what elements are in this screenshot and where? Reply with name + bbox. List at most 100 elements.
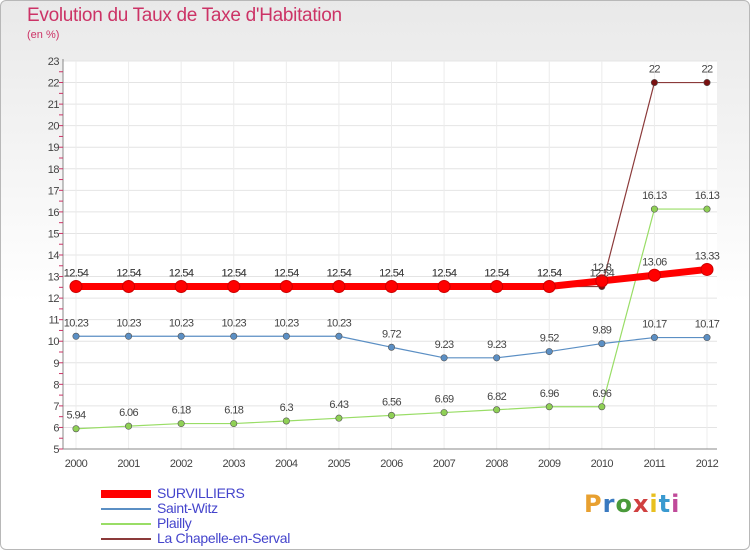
- data-label-plailly: 6.82: [487, 391, 506, 403]
- data-label-plailly: 6.96: [592, 388, 611, 400]
- data-point-survilliers: [69, 279, 83, 293]
- data-label-survilliers: 12.54: [327, 267, 352, 279]
- data-label-saint-witz: 9.23: [435, 339, 454, 351]
- legend-item-saint-witz: Saint-Witz: [101, 500, 361, 518]
- data-label-la-chapelle-en-serval: 12.54: [327, 267, 352, 279]
- data-point-saint-witz: [282, 332, 290, 340]
- data-label-survilliers: 12.8: [592, 262, 611, 274]
- y-tick-label: 9: [53, 358, 59, 370]
- x-tick-label: 2009: [538, 458, 561, 470]
- data-label-la-chapelle-en-serval: 12.54: [484, 267, 509, 279]
- y-tick-label: 11: [49, 315, 60, 327]
- data-label-plailly: 6.06: [119, 407, 138, 419]
- y-tick-label: 21: [48, 99, 60, 111]
- y-tick-label: 5: [53, 444, 59, 456]
- data-label-saint-witz: 10.23: [169, 317, 194, 329]
- x-tick-label: 2010: [591, 458, 614, 470]
- data-point-plailly: [335, 414, 343, 422]
- y-tick-label: 20: [48, 121, 60, 133]
- data-label-plailly: 6.43: [329, 399, 348, 411]
- data-point-plailly: [230, 420, 238, 428]
- x-tick-label: 2002: [170, 458, 193, 470]
- y-tick-label: 8: [53, 379, 59, 391]
- data-point-saint-witz: [72, 332, 80, 340]
- data-label-plailly: 16.13: [695, 190, 720, 202]
- data-point-survilliers: [437, 279, 451, 293]
- data-point-la-chapelle-en-serval: [650, 79, 658, 87]
- data-label-survilliers: 13.06: [642, 256, 667, 268]
- data-point-survilliers: [385, 279, 398, 293]
- x-tick-label: 2008: [485, 458, 508, 470]
- chart-title: Evolution du Taux de Taxe d'Habitation: [27, 5, 342, 26]
- x-tick-label: 2012: [696, 458, 719, 470]
- data-label-la-chapelle-en-serval: 12.54: [116, 267, 141, 279]
- data-label-survilliers: 12.54: [221, 267, 246, 279]
- data-label-la-chapelle-en-serval: 12.54: [379, 267, 404, 279]
- data-label-plailly: 6.3: [280, 402, 294, 414]
- data-point-saint-witz: [493, 354, 501, 362]
- data-point-survilliers: [490, 279, 504, 293]
- data-label-survilliers: 12.54: [484, 267, 509, 279]
- data-label-saint-witz: 10.17: [695, 319, 720, 331]
- legend-swatch: [101, 490, 151, 498]
- data-label-saint-witz: 10.23: [327, 317, 352, 329]
- data-label-saint-witz: 9.89: [592, 325, 611, 337]
- data-point-plailly: [545, 403, 553, 411]
- data-label-saint-witz: 9.52: [540, 333, 559, 345]
- data-point-plailly: [440, 409, 448, 417]
- data-label-survilliers: 12.54: [432, 267, 457, 279]
- data-label-saint-witz: 10.23: [221, 317, 246, 329]
- data-point-survilliers: [332, 279, 346, 293]
- data-label-survilliers: 12.54: [379, 267, 404, 279]
- data-point-survilliers: [542, 279, 556, 293]
- proxiti-logo: Proxiti: [584, 490, 681, 518]
- data-point-plailly: [177, 420, 185, 428]
- data-label-plailly: 16.13: [642, 190, 667, 202]
- data-label-survilliers: 12.54: [274, 267, 299, 279]
- data-point-saint-witz: [440, 354, 448, 362]
- data-point-saint-witz: [125, 332, 133, 340]
- data-point-plailly: [387, 411, 395, 419]
- data-point-saint-witz: [650, 334, 658, 342]
- data-label-plailly: 6.96: [540, 388, 559, 400]
- y-tick-label: 23: [48, 56, 60, 68]
- x-tick-label: 2011: [644, 458, 666, 470]
- data-label-saint-witz: 10.23: [274, 317, 299, 329]
- data-point-saint-witz: [177, 332, 185, 340]
- data-point-saint-witz: [387, 343, 395, 351]
- data-label-la-chapelle-en-serval: 12.54: [432, 267, 457, 279]
- x-tick-label: 2007: [433, 458, 456, 470]
- data-label-saint-witz: 10.17: [642, 319, 667, 331]
- x-tick-label: 2005: [328, 458, 351, 470]
- y-tick-label: 22: [48, 78, 60, 90]
- x-tick-label: 2004: [275, 458, 298, 470]
- data-label-survilliers: 12.54: [64, 267, 89, 279]
- data-point-plailly: [125, 422, 133, 430]
- legend-item-la-chapelle-en-serval: La Chapelle-en-Serval: [101, 530, 361, 548]
- x-tick-label: 2000: [65, 458, 88, 470]
- data-label-la-chapelle-en-serval: 12.54: [590, 267, 615, 279]
- data-point-survilliers: [595, 274, 609, 288]
- data-point-plailly: [650, 205, 658, 213]
- y-tick-label: 17: [48, 185, 60, 197]
- data-point-plailly: [703, 205, 711, 213]
- legend-label: Plailly: [157, 515, 192, 531]
- data-label-la-chapelle-en-serval: 12.54: [537, 267, 562, 279]
- legend-swatch: [101, 523, 151, 525]
- y-tick-label: 6: [53, 422, 59, 434]
- data-point-survilliers: [279, 279, 293, 293]
- data-point-plailly: [282, 417, 290, 425]
- data-label-la-chapelle-en-serval: 22: [701, 64, 713, 76]
- y-tick-label: 16: [48, 207, 60, 219]
- data-point-survilliers: [174, 279, 188, 293]
- data-label-plailly: 6.18: [172, 405, 191, 417]
- data-point-plailly: [598, 403, 606, 411]
- y-tick-label: 12: [48, 293, 60, 305]
- data-label-saint-witz: 10.23: [64, 317, 89, 329]
- data-label-saint-witz: 10.23: [116, 317, 141, 329]
- chart-subtitle: (en %): [27, 29, 60, 41]
- data-point-survilliers: [227, 279, 241, 293]
- data-label-plailly: 6.69: [435, 394, 454, 406]
- data-label-saint-witz: 9.23: [487, 339, 506, 351]
